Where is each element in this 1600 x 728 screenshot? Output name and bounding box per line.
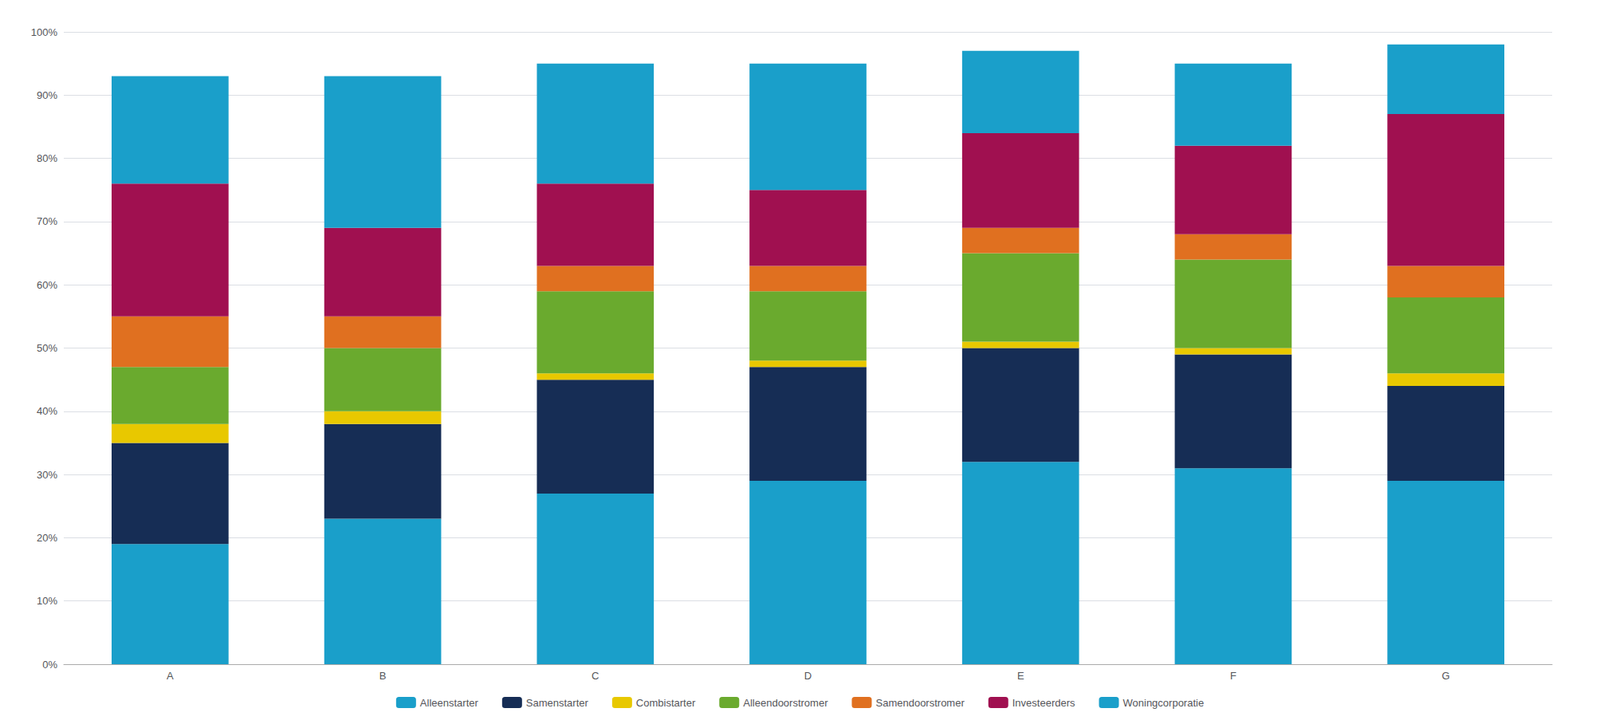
- svg-text:80%: 80%: [36, 152, 58, 165]
- svg-text:70%: 70%: [36, 215, 58, 228]
- svg-text:10%: 10%: [36, 594, 58, 607]
- svg-text:20%: 20%: [36, 531, 58, 544]
- svg-text:Investeerders: Investeerders: [1012, 696, 1076, 709]
- svg-text:60%: 60%: [36, 279, 58, 291]
- svg-text:Alleenstarter: Alleenstarter: [420, 696, 480, 709]
- svg-text:Samenstarter: Samenstarter: [526, 696, 590, 709]
- svg-text:G: G: [1442, 669, 1451, 682]
- svg-text:90%: 90%: [36, 89, 58, 102]
- svg-text:Alleendoorstromer: Alleendoorstromer: [742, 696, 829, 709]
- svg-text:B: B: [379, 669, 387, 682]
- svg-text:Combistarter: Combistarter: [636, 696, 696, 709]
- svg-text:F: F: [1230, 669, 1237, 682]
- svg-text:0%: 0%: [42, 658, 58, 671]
- svg-text:30%: 30%: [36, 468, 58, 481]
- svg-text:Woningcorporatie: Woningcorporatie: [1123, 696, 1205, 709]
- svg-text:100%: 100%: [31, 26, 59, 39]
- svg-text:D: D: [804, 669, 812, 682]
- svg-text:A: A: [166, 669, 174, 682]
- svg-text:40%: 40%: [36, 404, 58, 417]
- svg-text:C: C: [591, 669, 599, 682]
- svg-text:Samendoorstromer: Samendoorstromer: [875, 696, 965, 709]
- svg-text:E: E: [1017, 669, 1025, 682]
- svg-text:50%: 50%: [36, 342, 58, 354]
